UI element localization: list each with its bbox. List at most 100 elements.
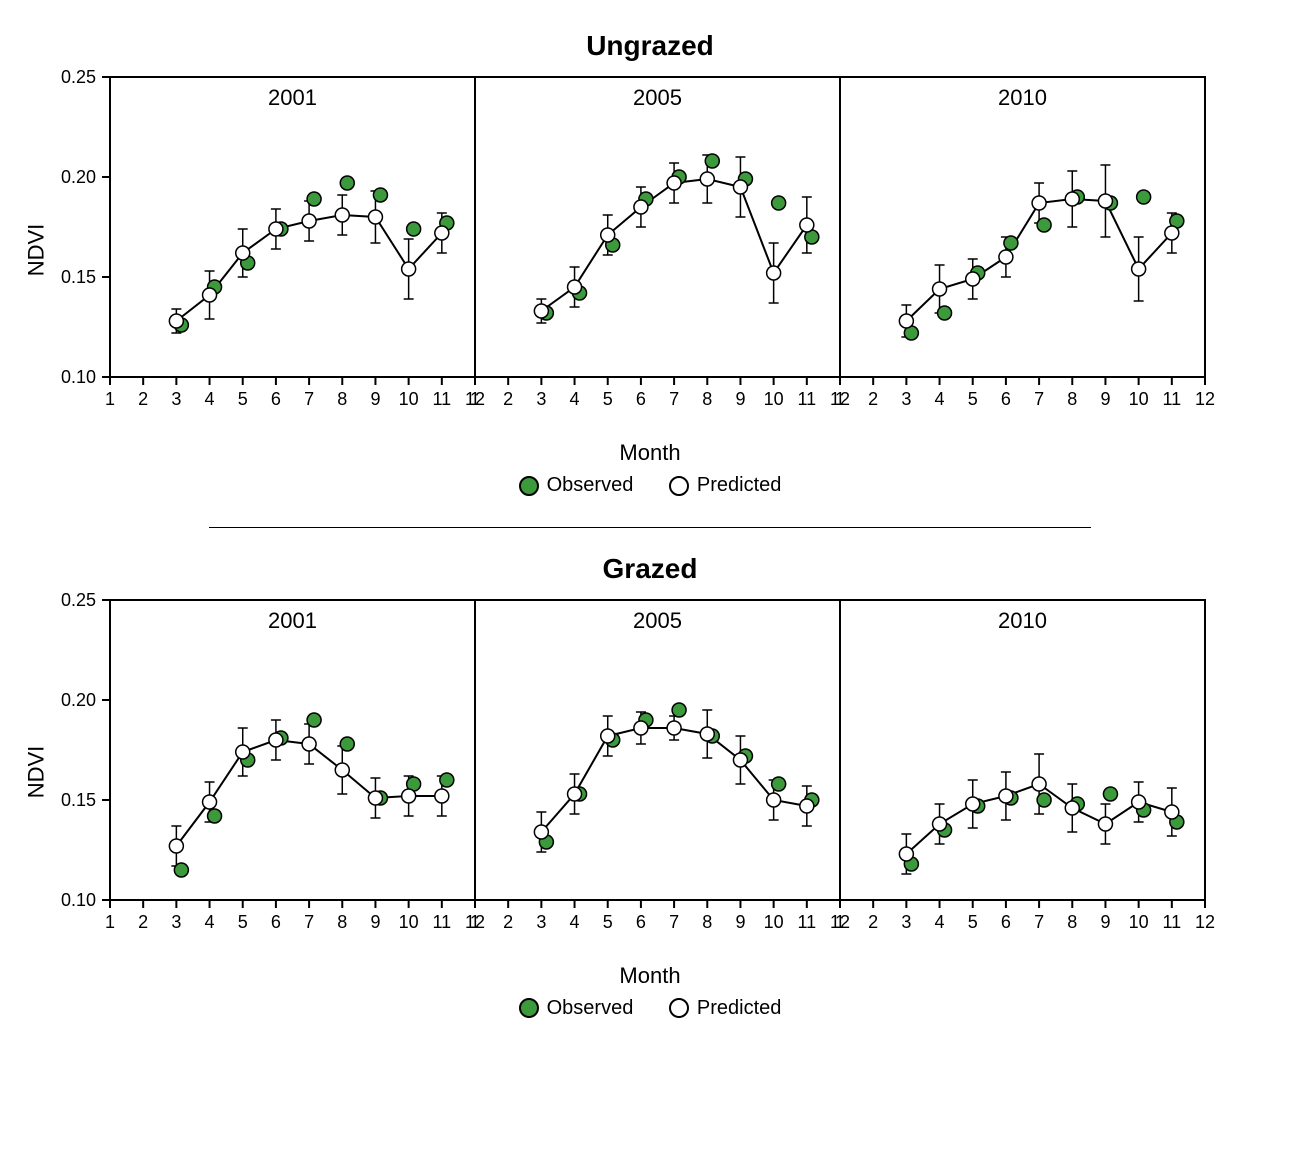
svg-text:2: 2 <box>138 389 148 409</box>
legend-grazed: Observed Predicted <box>20 997 1280 1025</box>
svg-text:3: 3 <box>536 912 546 932</box>
group-ungrazed: Ungrazed NDVI 0.100.150.200.251234567891… <box>20 30 1280 502</box>
svg-text:5: 5 <box>238 389 248 409</box>
legend-observed-icon <box>519 476 539 496</box>
svg-text:10: 10 <box>1129 912 1149 932</box>
legend-observed-label: Observed <box>547 997 634 1020</box>
svg-text:7: 7 <box>304 912 314 932</box>
svg-text:4: 4 <box>935 912 945 932</box>
svg-text:4: 4 <box>205 389 215 409</box>
svg-text:11: 11 <box>1162 912 1181 932</box>
svg-text:2005: 2005 <box>633 85 682 110</box>
svg-text:3: 3 <box>901 912 911 932</box>
svg-text:0.20: 0.20 <box>61 690 96 710</box>
svg-text:2: 2 <box>503 912 513 932</box>
svg-text:2005: 2005 <box>633 608 682 633</box>
svg-text:11: 11 <box>797 389 816 409</box>
svg-text:10: 10 <box>399 912 419 932</box>
svg-text:8: 8 <box>337 389 347 409</box>
svg-text:1: 1 <box>835 389 845 409</box>
svg-text:2: 2 <box>503 389 513 409</box>
svg-text:7: 7 <box>304 389 314 409</box>
svg-text:12: 12 <box>1195 389 1215 409</box>
svg-text:6: 6 <box>636 912 646 932</box>
svg-text:6: 6 <box>271 389 281 409</box>
svg-text:10: 10 <box>764 912 784 932</box>
legend-predicted-label: Predicted <box>697 474 782 497</box>
legend-observed-icon <box>519 998 539 1018</box>
svg-text:0.20: 0.20 <box>61 167 96 187</box>
legend-predicted: Predicted <box>669 997 782 1020</box>
svg-text:11: 11 <box>432 912 451 932</box>
svg-text:3: 3 <box>171 389 181 409</box>
svg-text:12: 12 <box>1195 912 1215 932</box>
svg-text:0.25: 0.25 <box>61 67 96 87</box>
svg-text:6: 6 <box>1001 912 1011 932</box>
svg-text:7: 7 <box>669 389 679 409</box>
svg-text:2: 2 <box>868 912 878 932</box>
svg-text:8: 8 <box>702 912 712 932</box>
y-axis-label: NDVI <box>23 746 49 799</box>
svg-text:2010: 2010 <box>998 85 1047 110</box>
svg-text:6: 6 <box>271 912 281 932</box>
svg-text:9: 9 <box>370 389 380 409</box>
figure-container: Ungrazed NDVI 0.100.150.200.251234567891… <box>20 30 1280 1024</box>
svg-text:8: 8 <box>702 389 712 409</box>
svg-text:11: 11 <box>797 912 816 932</box>
svg-text:6: 6 <box>636 389 646 409</box>
svg-text:3: 3 <box>901 389 911 409</box>
svg-text:5: 5 <box>603 389 613 409</box>
svg-text:4: 4 <box>570 389 580 409</box>
legend-observed: Observed <box>519 997 634 1020</box>
svg-text:1: 1 <box>105 389 115 409</box>
legend-ungrazed: Observed Predicted <box>20 474 1280 502</box>
svg-text:9: 9 <box>370 912 380 932</box>
svg-text:8: 8 <box>337 912 347 932</box>
svg-text:1: 1 <box>835 912 845 932</box>
svg-text:3: 3 <box>171 912 181 932</box>
svg-text:6: 6 <box>1001 389 1011 409</box>
chart-row-grazed: NDVI 0.100.150.200.251234567891011122001… <box>20 590 1280 955</box>
svg-text:10: 10 <box>399 389 419 409</box>
svg-text:10: 10 <box>764 389 784 409</box>
svg-text:5: 5 <box>603 912 613 932</box>
svg-text:2010: 2010 <box>998 608 1047 633</box>
svg-text:5: 5 <box>968 389 978 409</box>
legend-observed-label: Observed <box>547 474 634 497</box>
group-title-grazed: Grazed <box>20 553 1280 585</box>
svg-text:1: 1 <box>470 912 480 932</box>
svg-text:2001: 2001 <box>268 85 317 110</box>
y-axis-label: NDVI <box>23 223 49 276</box>
svg-text:11: 11 <box>1162 389 1181 409</box>
group-title-ungrazed: Ungrazed <box>20 30 1280 62</box>
svg-text:8: 8 <box>1067 389 1077 409</box>
svg-text:0.15: 0.15 <box>61 790 96 810</box>
svg-text:0.10: 0.10 <box>61 367 96 387</box>
legend-predicted-label: Predicted <box>697 997 782 1020</box>
svg-text:2: 2 <box>138 912 148 932</box>
svg-text:7: 7 <box>1034 912 1044 932</box>
svg-text:7: 7 <box>669 912 679 932</box>
svg-text:9: 9 <box>735 912 745 932</box>
svg-text:5: 5 <box>238 912 248 932</box>
x-axis-label: Month <box>20 963 1280 989</box>
svg-text:0.10: 0.10 <box>61 890 96 910</box>
chart-row-ungrazed: NDVI 0.100.150.200.251234567891011122001… <box>20 67 1280 432</box>
separator-line <box>209 527 1091 528</box>
svg-text:4: 4 <box>205 912 215 932</box>
svg-text:0.25: 0.25 <box>61 590 96 610</box>
svg-text:3: 3 <box>536 389 546 409</box>
svg-text:1: 1 <box>470 389 480 409</box>
svg-text:8: 8 <box>1067 912 1077 932</box>
legend-observed: Observed <box>519 474 634 497</box>
svg-text:2: 2 <box>868 389 878 409</box>
x-axis-label: Month <box>20 440 1280 466</box>
svg-text:11: 11 <box>432 389 451 409</box>
chart-svg-grazed: 0.100.150.200.25123456789101112200112345… <box>20 590 1225 950</box>
svg-text:5: 5 <box>968 912 978 932</box>
svg-text:1: 1 <box>105 912 115 932</box>
svg-text:7: 7 <box>1034 389 1044 409</box>
svg-text:9: 9 <box>1100 912 1110 932</box>
svg-text:4: 4 <box>570 912 580 932</box>
legend-predicted-icon <box>669 476 689 496</box>
